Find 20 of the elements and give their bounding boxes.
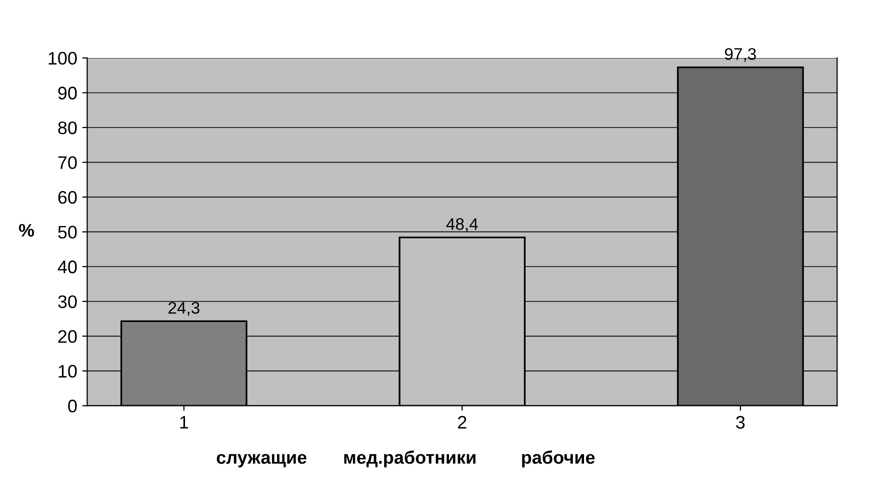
y-tick-label: 30 (58, 295, 77, 308)
y-tick-label: 60 (58, 191, 77, 204)
y-tick-label: 10 (58, 364, 77, 378)
text: мед.работники (344, 450, 476, 468)
y-tick-label: 0 (68, 400, 77, 412)
y-tick-label: 90 (58, 86, 77, 100)
text: рабочие (522, 450, 595, 468)
text: служащие (216, 454, 306, 468)
y-tick-label: 100 (48, 52, 77, 65)
data-label: 24,3 (168, 302, 200, 316)
y-tick-label: 20 (58, 330, 77, 343)
x-tick-label: 1 (180, 416, 188, 429)
x-tick-label: 3 (736, 416, 745, 429)
y-tick-label: 40 (58, 260, 77, 274)
x-tick-label: 2 (458, 416, 466, 429)
data-label: 48,4 (446, 218, 478, 232)
y-axis-title: % (18, 224, 34, 237)
y-tick-label: 70 (58, 156, 77, 170)
y-tick-label: 50 (58, 226, 77, 239)
y-tick-label: 80 (58, 121, 77, 134)
